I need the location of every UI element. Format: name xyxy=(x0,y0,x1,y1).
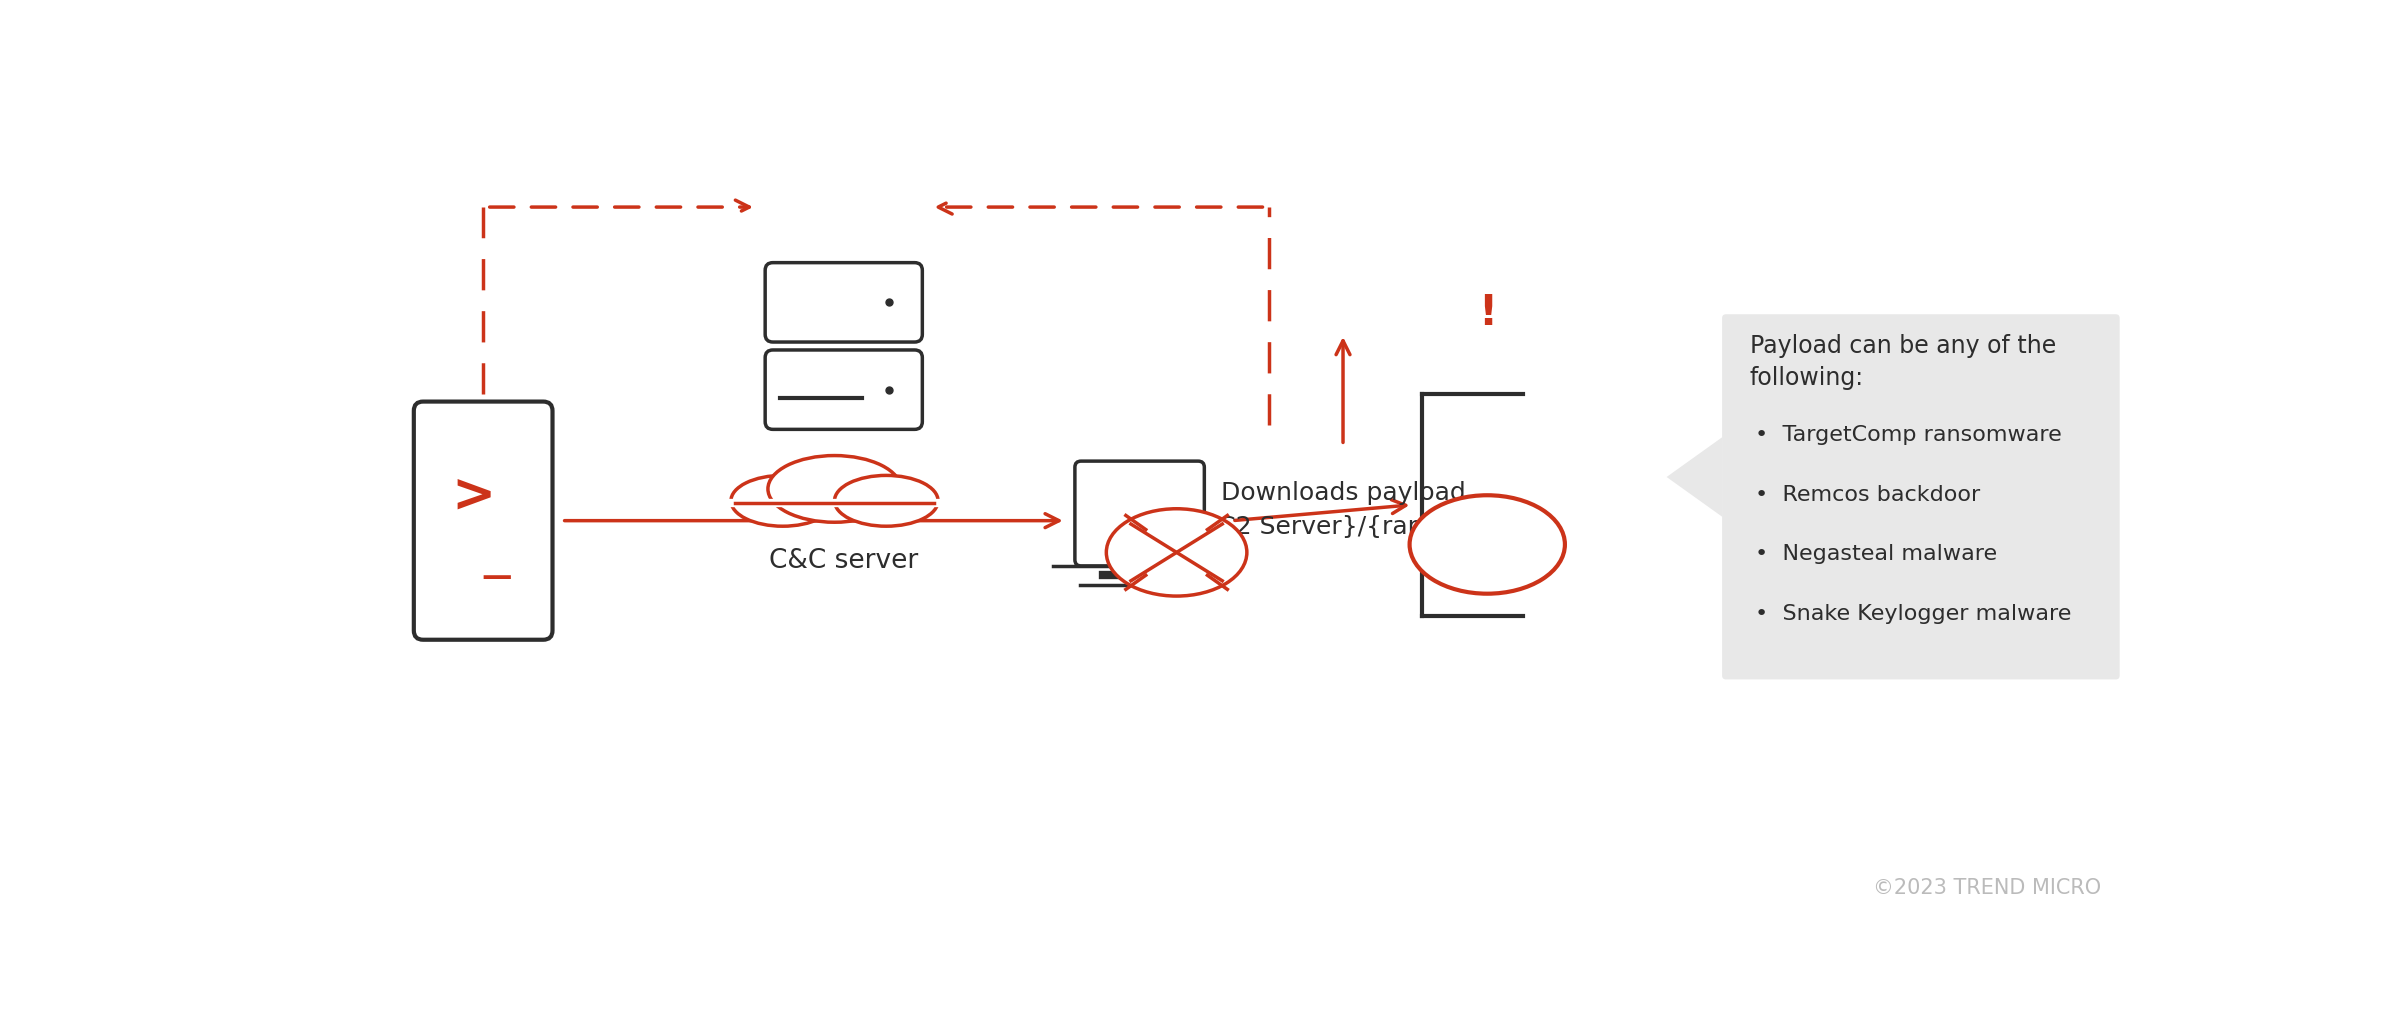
Text: •  Snake Keylogger malware: • Snake Keylogger malware xyxy=(1756,604,2071,624)
FancyBboxPatch shape xyxy=(766,263,923,342)
Ellipse shape xyxy=(1410,495,1565,594)
FancyBboxPatch shape xyxy=(1074,461,1205,566)
Ellipse shape xyxy=(1107,508,1248,596)
Ellipse shape xyxy=(835,475,938,526)
Text: ©2023 TREND MICRO: ©2023 TREND MICRO xyxy=(1873,877,2102,898)
Text: >: > xyxy=(451,471,496,523)
Text: •  Remcos backdoor: • Remcos backdoor xyxy=(1756,485,1980,505)
Text: !: ! xyxy=(1477,293,1496,334)
Ellipse shape xyxy=(768,456,902,523)
Polygon shape xyxy=(1665,437,1723,517)
Text: —: — xyxy=(482,562,513,591)
Text: •  Negasteal malware: • Negasteal malware xyxy=(1756,544,1997,564)
Text: Downloads payload
http://{C2 Server}/{random}.bmp: Downloads payload http://{C2 Server}/{ra… xyxy=(1126,480,1560,539)
FancyBboxPatch shape xyxy=(766,350,923,429)
FancyBboxPatch shape xyxy=(413,402,554,639)
FancyBboxPatch shape xyxy=(1723,314,2119,679)
Text: •  TargetComp ransomware: • TargetComp ransomware xyxy=(1756,426,2062,445)
Text: C&C server: C&C server xyxy=(768,548,919,574)
Ellipse shape xyxy=(730,475,835,526)
Text: Payload can be any of the
following:: Payload can be any of the following: xyxy=(1749,334,2057,390)
